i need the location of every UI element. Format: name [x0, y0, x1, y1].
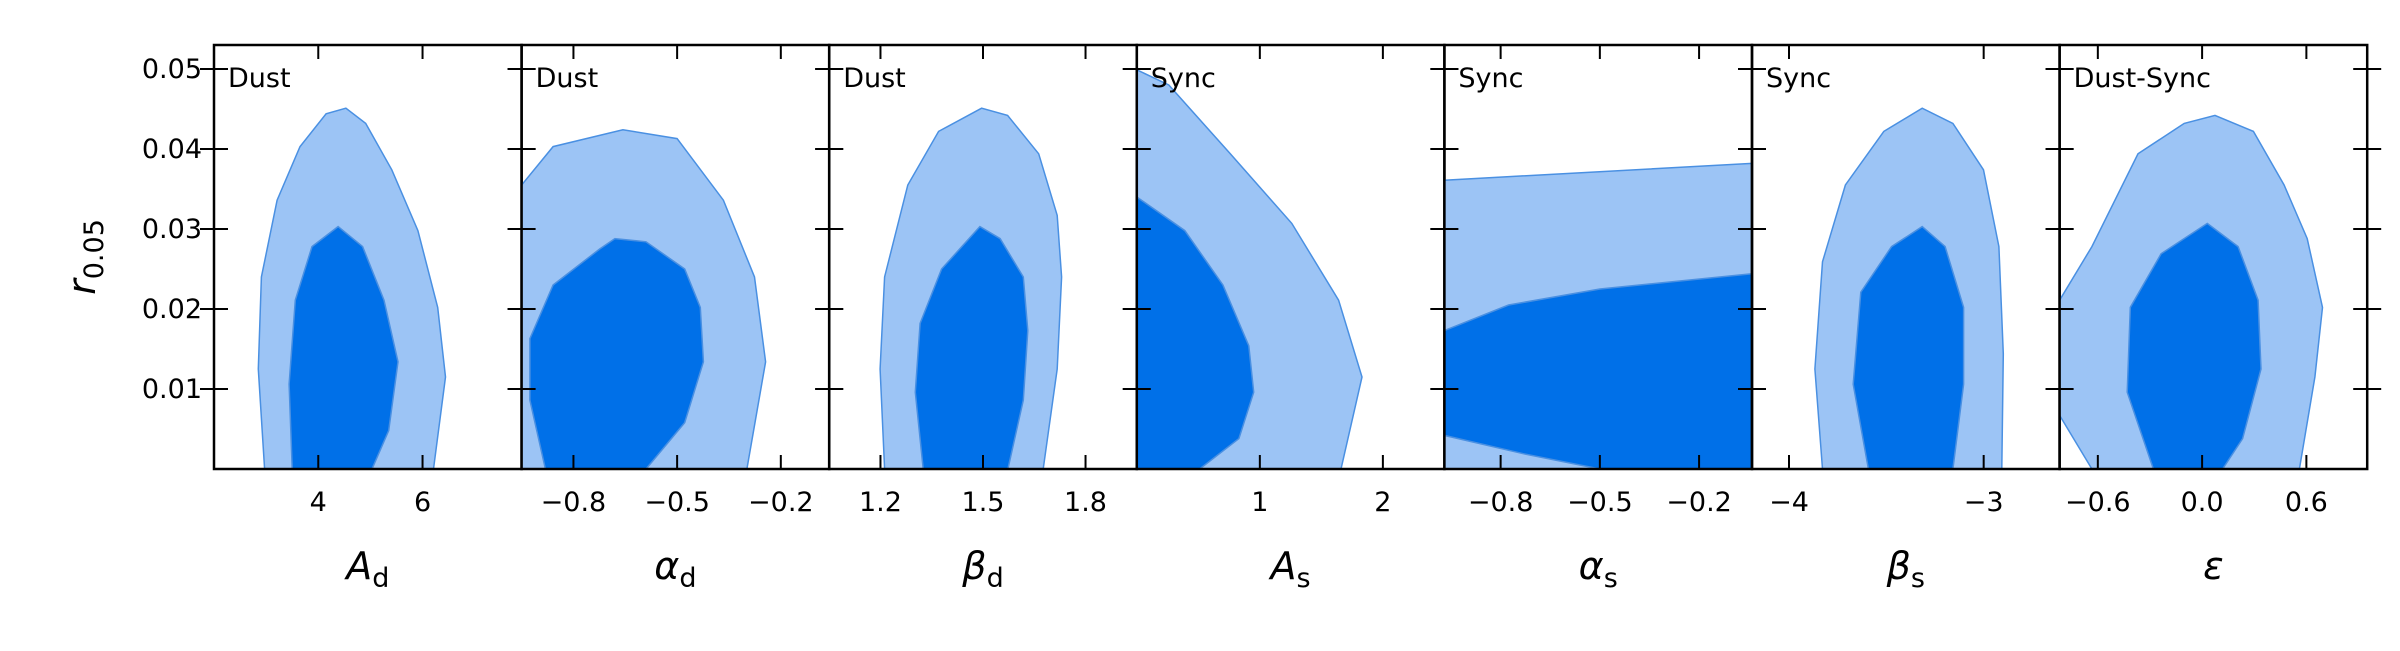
- x-axis-symbol: ε: [2203, 544, 2224, 588]
- panel: [257, 107, 447, 469]
- y-tick-label: 0.03: [142, 214, 202, 245]
- x-axis-label: βd: [961, 544, 1003, 594]
- panel: [1444, 162, 1753, 469]
- panel-label: Sync: [1458, 63, 1523, 94]
- x-axis-symbol: α: [1579, 544, 1604, 588]
- y-axis-subscript: 0.05: [79, 219, 110, 279]
- x-axis-subscript: s: [1297, 563, 1311, 594]
- panel-label: Sync: [1766, 63, 1831, 94]
- panel-label: Sync: [1151, 63, 1216, 94]
- contour-region: [1852, 225, 1965, 469]
- x-tick-label: 4: [310, 487, 327, 518]
- x-tick-label: 1.2: [859, 487, 902, 518]
- x-axis-label: βs: [1886, 544, 1925, 594]
- x-axis-label: Ad: [343, 544, 389, 594]
- panel: [2059, 114, 2324, 469]
- x-tick-label: 0.6: [2285, 487, 2328, 518]
- x-tick-label: −3: [1964, 487, 2004, 518]
- panel-label: Dust-Sync: [2074, 63, 2211, 94]
- x-axis-label: ε: [2203, 544, 2224, 588]
- y-tick-label: 0.05: [142, 54, 202, 85]
- x-axis-subscript: s: [1911, 563, 1925, 594]
- x-tick-label: −0.5: [644, 487, 710, 518]
- x-tick-label: 1: [1251, 487, 1268, 518]
- contour-region: [288, 225, 399, 469]
- x-axis-label: As: [1268, 544, 1311, 594]
- x-axis-label: αd: [654, 544, 696, 594]
- contour-region: [1444, 273, 1753, 469]
- x-tick-label: 1.8: [1064, 487, 1107, 518]
- panel-label: Dust: [536, 63, 599, 94]
- contour-region: [2126, 222, 2262, 469]
- x-axis-subscript: d: [987, 563, 1004, 594]
- x-tick-label: −0.2: [1666, 487, 1732, 518]
- x-tick-label: 2: [1374, 487, 1391, 518]
- x-axis-subscript: d: [679, 563, 696, 594]
- y-tick-label: 0.04: [142, 134, 202, 165]
- x-tick-label: 0.0: [2181, 487, 2224, 518]
- x-axis-symbol: α: [654, 544, 679, 588]
- contour-region: [914, 225, 1029, 469]
- y-axis-symbol: r: [60, 277, 104, 295]
- x-axis-symbol: A: [1268, 544, 1297, 588]
- panel-frame: [2058, 43, 2369, 471]
- x-axis-subscript: s: [1604, 563, 1618, 594]
- y-tick-label: 0.02: [142, 294, 202, 325]
- x-tick-label: −0.2: [748, 487, 814, 518]
- y-axis-label: r0.05: [60, 219, 110, 295]
- x-tick-label: 1.5: [962, 487, 1005, 518]
- x-tick-label: −0.8: [541, 487, 607, 518]
- panel-label: Dust: [228, 63, 291, 94]
- x-axis-symbol: β: [1886, 544, 1911, 588]
- x-tick-label: −4: [1769, 487, 1809, 518]
- x-tick-label: 6: [414, 487, 431, 518]
- x-axis-label: αs: [1579, 544, 1618, 594]
- x-tick-label: −0.6: [2065, 487, 2131, 518]
- x-tick-label: −0.5: [1567, 487, 1633, 518]
- y-tick-label: 0.01: [142, 374, 202, 405]
- panel: [1136, 68, 1363, 469]
- contour-region: [529, 237, 705, 469]
- x-axis-subscript: d: [372, 563, 389, 594]
- contour-region: [1136, 196, 1255, 469]
- x-axis-symbol: β: [961, 544, 986, 588]
- x-axis-symbol: A: [343, 544, 372, 588]
- panel: [521, 129, 767, 469]
- x-tick-label: −0.8: [1468, 487, 1534, 518]
- panel: [879, 107, 1063, 469]
- panel: [1814, 107, 2005, 469]
- panel-label: Dust: [843, 63, 906, 94]
